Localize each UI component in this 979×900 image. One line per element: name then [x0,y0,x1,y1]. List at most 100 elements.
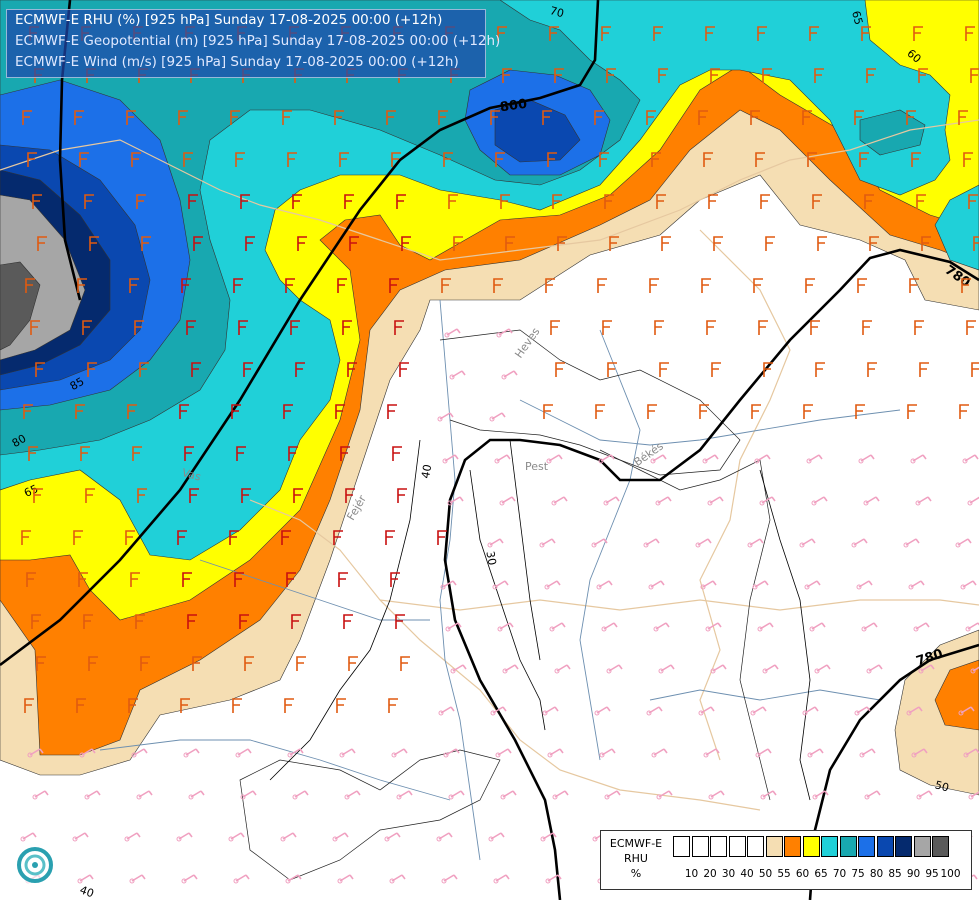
legend-swatch [913,836,931,857]
rh-100-area [0,261,41,351]
calm-wind-icon [443,752,449,758]
wind-barb-icon [183,152,193,167]
wind-barb-icon [87,362,97,377]
wind-barb-icon [708,194,718,209]
wind-barb-icon [647,404,657,419]
calm-wind-icon [762,668,768,674]
wind-barb-icon [130,572,140,587]
legend-tick-label: 10 [684,868,699,880]
wind-barb-icon [245,236,255,251]
wind-barb-icon [400,656,410,671]
wind-barb-icon [295,362,305,377]
calm-wind-icon [552,794,558,800]
wind-barb-icon [129,278,139,293]
header-geopotential-title: ECMWF-E Geopotential (m) [925 hPa] Sunda… [15,33,501,49]
calm-wind-icon [445,626,451,632]
label-70: 70 [548,4,565,20]
wind-barb-icon [286,572,296,587]
wind-barb-icon [495,152,505,167]
wind-barb-icon [235,152,245,167]
wind-barb-icon [711,362,721,377]
calm-wind-icon [915,500,921,506]
wind-barb-icon [334,110,344,125]
calm-wind-icon [603,500,609,506]
rh-60-area-southeast [934,659,979,731]
wind-barb-icon [545,278,555,293]
wind-barb-icon [602,320,612,335]
wind-barb-icon [805,278,815,293]
calm-wind-icon [754,458,760,464]
calm-wind-icon [447,500,453,506]
header-rhu-title: ECMWF-E RHU (%) [925 hPa] Sunday 17-08-2… [15,12,443,28]
wind-barb-icon [188,194,198,209]
wind-barb-icon [35,362,45,377]
legend-swatch [728,836,746,857]
map-header: ECMWF-E RHU (%) [925 hPa] Sunday 17-08-2… [6,9,501,78]
wind-barb-icon [970,68,979,83]
wind-barb-icon [916,194,926,209]
calm-wind-icon [228,836,234,842]
wind-barb-icon [965,26,975,41]
calm-wind-icon [129,878,135,884]
legend-swatch [673,836,690,857]
wind-barb-icon [386,110,396,125]
calm-wind-icon [440,584,446,590]
calm-wind-icon [643,542,649,548]
calm-wind-icon [287,752,293,758]
wind-barb-icon [178,110,188,125]
wind-barb-icon [345,488,355,503]
wind-barb-icon [285,278,295,293]
wind-barb-icon [500,194,510,209]
wind-barb-icon [705,26,715,41]
calm-wind-icon [599,752,605,758]
wind-barb-icon [348,656,358,671]
wind-barb-icon [31,614,41,629]
wind-barb-icon [861,26,871,41]
wind-barb-icon [862,320,872,335]
calm-wind-icon [802,710,808,716]
wind-barb-icon [140,656,150,671]
wind-barb-icon [88,656,98,671]
wind-barb-icon [139,362,149,377]
rh-75-area-east [859,109,926,156]
wind-barb-icon [244,656,254,671]
wind-barb-icon [815,362,825,377]
wind-barb-icon [547,152,557,167]
wind-barb-icon [699,404,709,419]
wind-barb-icon [191,362,201,377]
place-pest: Pest [525,460,549,473]
rhu-contours [269,439,811,801]
wind-barb-icon [179,404,189,419]
calm-wind-icon [858,458,864,464]
calm-wind-icon [176,836,182,842]
wind-barb-icon [966,320,976,335]
wind-barb-icon [136,194,146,209]
calm-wind-icon [554,668,560,674]
calm-wind-icon [658,668,664,674]
wind-barb-icon [864,194,874,209]
wind-barb-icon [284,698,294,713]
calm-wind-icon [493,878,499,884]
wind-barb-icon [755,152,765,167]
calm-wind-icon [492,584,498,590]
wind-barb-icon [698,110,708,125]
label-80: 80 [10,432,29,450]
calm-wind-icon [79,752,85,758]
wind-barb-icon [959,404,969,419]
calm-wind-icon [799,542,805,548]
calm-wind-icon [812,794,818,800]
legend-title-variable: RHU [624,852,648,865]
wind-barb-icon [601,26,611,41]
wind-barb-icon [963,152,973,167]
calm-wind-icon [903,542,909,548]
wind-barb-icon [505,236,515,251]
calm-wind-icon [490,710,496,716]
label-30: 30 [483,550,498,566]
wind-barb-icon [606,68,616,83]
wind-barb-icon [760,194,770,209]
calm-wind-icon [280,836,286,842]
calm-wind-icon [183,752,189,758]
wind-barb-icon [283,404,293,419]
wind-barb-icon [866,68,876,83]
wind-barb-icon [80,446,90,461]
